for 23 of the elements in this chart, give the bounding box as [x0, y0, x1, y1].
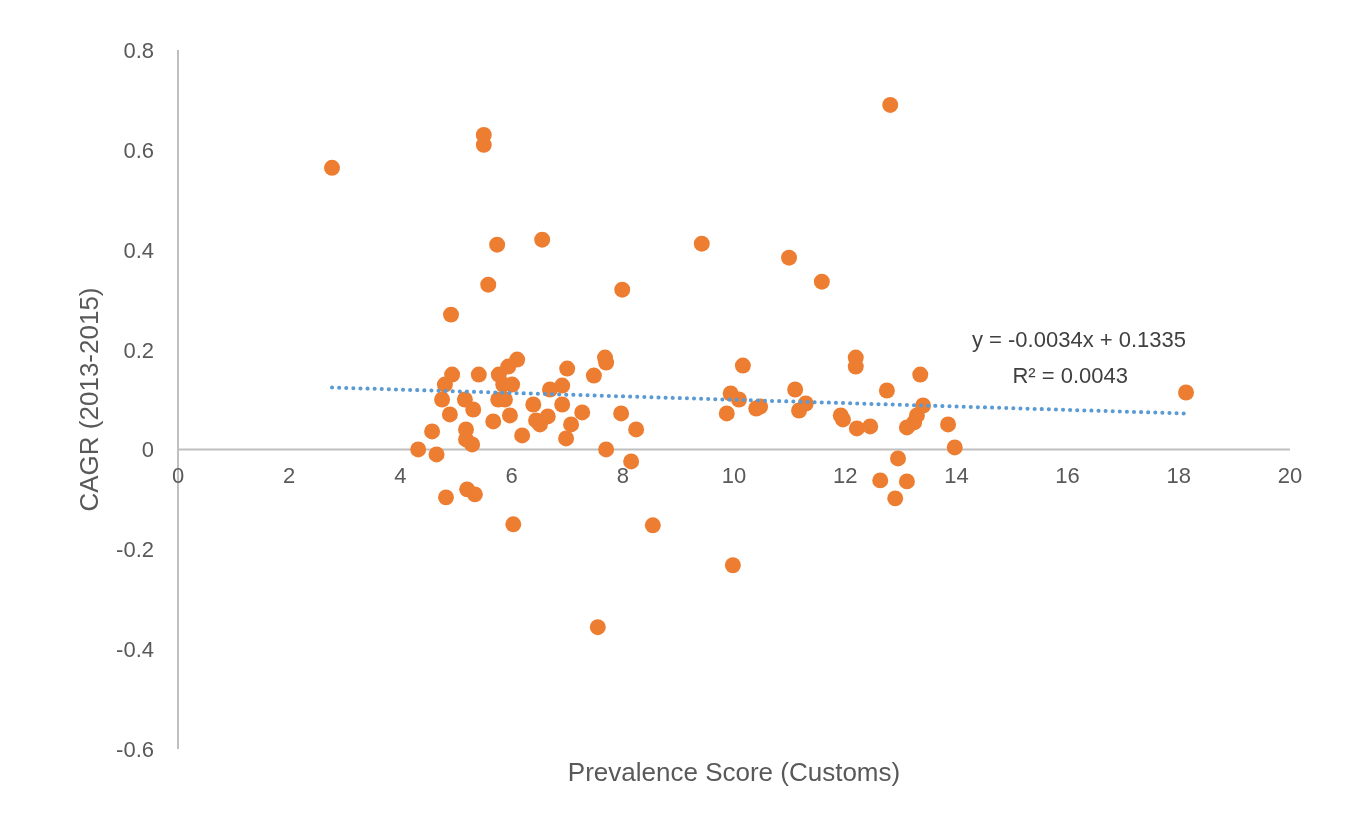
- annotation: R² = 0.0043: [1012, 363, 1129, 389]
- x-tick-label: 10: [721, 463, 747, 489]
- annotation: y = -0.0034x + 0.1335: [971, 327, 1187, 353]
- y-tick-label: 0.2: [123, 337, 154, 363]
- x-tick-label: 16: [1055, 463, 1080, 489]
- y-tick-label: 0: [141, 437, 154, 463]
- y-axis-title: CAGR (2013-2015): [74, 287, 104, 512]
- y-tick-label: -0.4: [116, 637, 154, 663]
- x-tick-label: 8: [616, 463, 629, 489]
- y-tick-label: 0.8: [123, 38, 154, 63]
- x-tick-label: 0: [171, 463, 185, 489]
- x-tick-label: 6: [505, 463, 518, 489]
- y-tick-label: 0.6: [123, 137, 154, 163]
- x-axis-title: Prevalence Score (Customs): [567, 757, 901, 787]
- x-tick-label: 20: [1277, 463, 1303, 489]
- y-tick-label: -0.2: [116, 537, 154, 563]
- x-tick-label: 14: [944, 463, 969, 489]
- x-tick-label: 2: [283, 463, 296, 489]
- x-tick-label: 12: [832, 463, 858, 489]
- y-tick-label: -0.6: [116, 737, 154, 762]
- x-tick-label: 18: [1166, 463, 1192, 489]
- x-tick-label: 4: [394, 463, 407, 489]
- y-tick-label: 0.4: [123, 237, 154, 263]
